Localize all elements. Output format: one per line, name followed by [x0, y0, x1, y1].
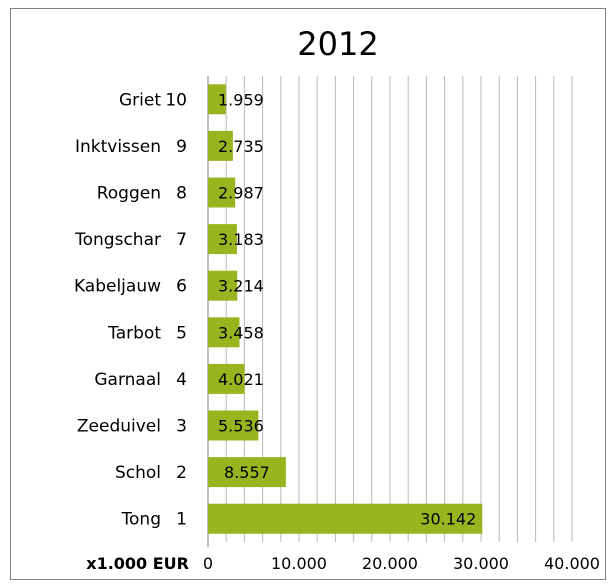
data-label: 2.987 — [218, 184, 264, 203]
category-labels: Tong 1 Schol 2 Zeeduivel 3 Garnaal 4 Tarbot 5 Kabe… — [74, 90, 187, 529]
x-tick-label: 40.000 — [544, 554, 600, 573]
category-name: Zeeduivel — [77, 417, 161, 437]
bar-chart: 2012 30.142 8.557 5.536 4.021 3.458 3.214 3.18… — [74, 25, 600, 573]
category-rank: 5 — [176, 323, 187, 343]
category-rank: 10 — [165, 90, 187, 110]
bar — [208, 84, 226, 115]
data-label: 4.021 — [218, 370, 264, 389]
x-tick-label: 0 — [203, 554, 213, 573]
chart-frame: 2012 30.142 8.557 5.536 4.021 3.458 3.214 3.18… — [10, 8, 606, 580]
category-name: Tarbot — [107, 323, 161, 343]
data-label: 3.183 — [218, 230, 264, 249]
bar — [208, 457, 286, 488]
data-label: 3.214 — [218, 277, 264, 296]
bar — [208, 177, 236, 208]
bars: 30.142 8.557 5.536 4.021 3.458 3.214 3.183 2.98… — [208, 84, 483, 534]
category-name: Tong — [121, 510, 161, 530]
chart-title: 2012 — [297, 25, 378, 63]
data-label: 30.142 — [420, 510, 476, 529]
category-name: Griet — [119, 90, 161, 110]
data-label: 3.458 — [218, 323, 264, 342]
bar — [208, 317, 240, 348]
data-label: 8.557 — [224, 463, 270, 482]
category-name: Tongschar — [74, 230, 161, 250]
x-axis-unit-label: x1.000 EUR — [86, 554, 189, 573]
category-rank: 7 — [176, 230, 187, 250]
x-tick-label: 20.000 — [362, 554, 418, 573]
x-tick-labels: 0 10.000 20.000 30.000 40.000 — [203, 554, 600, 573]
category-rank: 8 — [176, 184, 187, 204]
gridlines — [207, 76, 573, 547]
x-tick-label: 30.000 — [453, 554, 509, 573]
category-rank: 3 — [176, 417, 187, 437]
category-rank: 2 — [176, 463, 187, 483]
bar — [208, 503, 483, 534]
data-label: 2.735 — [218, 137, 264, 156]
x-tick-label: 10.000 — [271, 554, 327, 573]
bar — [208, 224, 237, 255]
category-rank: 6 — [176, 277, 187, 297]
category-name: Garnaal — [94, 370, 161, 390]
bar — [208, 410, 259, 441]
category-rank: 9 — [176, 137, 187, 157]
category-rank: 4 — [176, 370, 187, 390]
category-name: Schol — [115, 463, 161, 483]
category-name: Inktvissen — [75, 137, 161, 157]
bar — [208, 130, 233, 161]
data-label: 5.536 — [218, 417, 264, 436]
category-name: Roggen — [97, 184, 161, 204]
data-label: 1.959 — [218, 90, 264, 109]
category-name: Kabeljauw — [74, 277, 161, 297]
bar — [208, 363, 245, 394]
category-rank: 1 — [176, 510, 187, 530]
bar — [208, 270, 238, 301]
